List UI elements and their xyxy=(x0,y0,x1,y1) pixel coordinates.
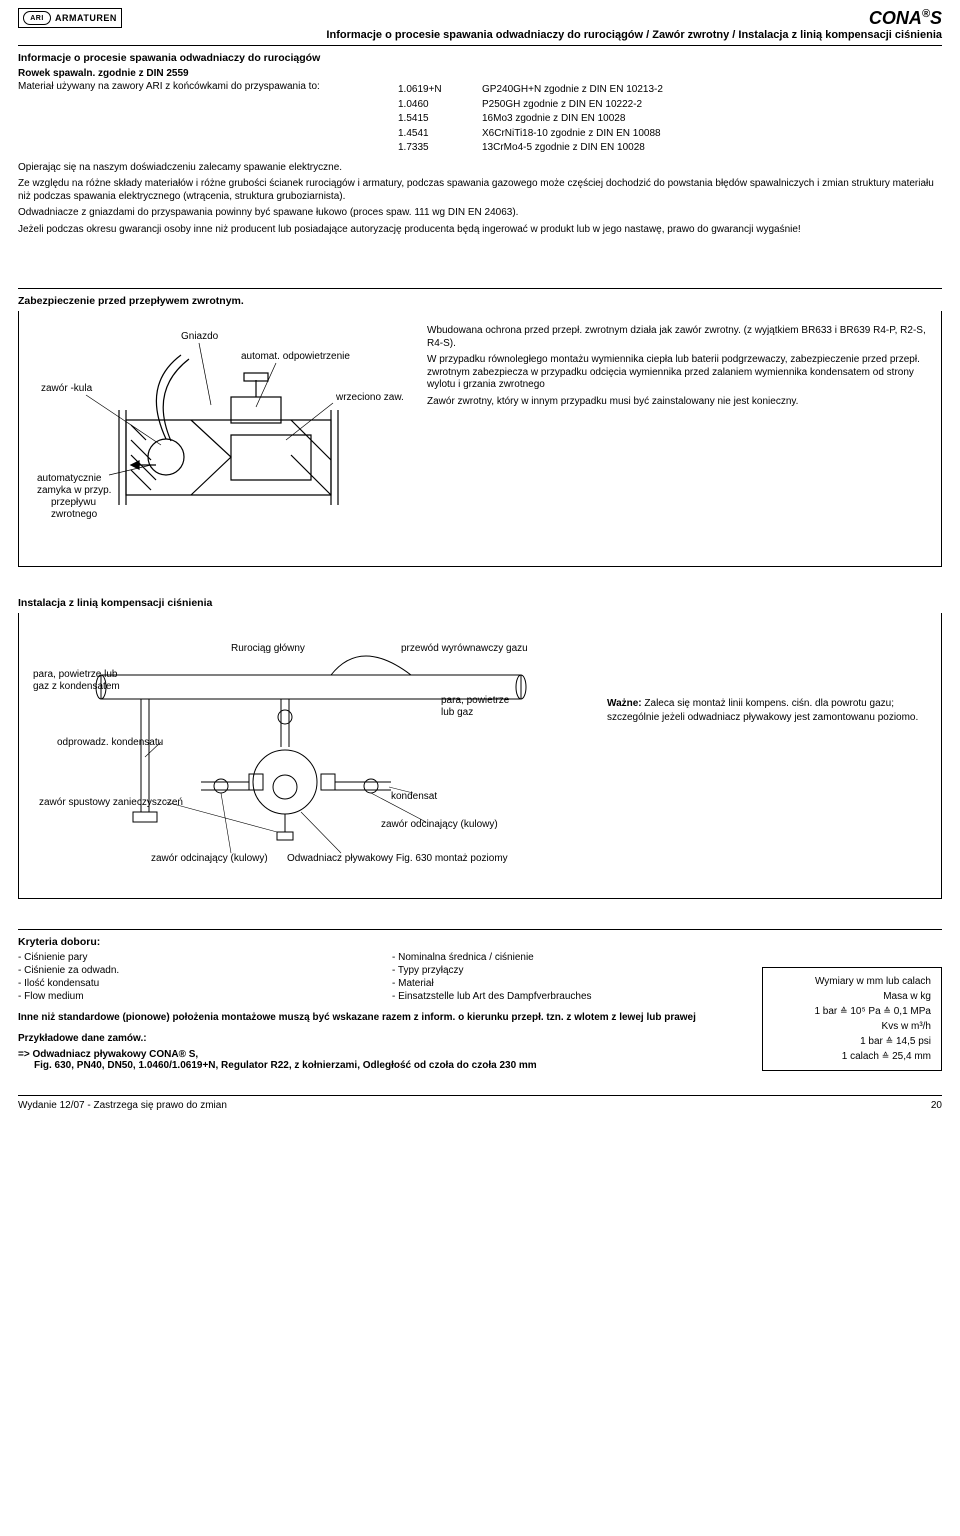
mat-code: 1.5415 xyxy=(398,112,458,127)
figure-box-1: Gniazdo automat. odpowietrzenie zawór -k… xyxy=(18,311,942,567)
table-row: 1.7335 13CrMo4-5 zgodnie z DIN EN 10028 xyxy=(398,141,663,156)
criteria-col1: - Ciśnienie pary - Ciśnienie za odwadn. … xyxy=(18,952,368,1004)
label-odpow: automat. odpowietrzenie xyxy=(241,351,350,362)
footer-right: 20 xyxy=(931,1100,942,1111)
s2-t2: W przypadku równoległego montażu wymienn… xyxy=(427,354,929,392)
example-head: Przykładowe dane zamów.: xyxy=(18,1033,742,1046)
label-auto1: automatycznie xyxy=(37,473,102,484)
footer: Wydanie 12/07 - Zastrzega się prawo do z… xyxy=(18,1095,942,1111)
brand-pre: CONA xyxy=(869,8,922,28)
crit-item: - Typy przyłączy xyxy=(392,965,742,976)
crit-item: - Ciśnienie pary xyxy=(18,952,368,963)
units-box: Wymiary w mm lub calach Masa w kg 1 bar … xyxy=(762,967,942,1071)
example-line1: => Odwadniacz pływakowy CONA® S, xyxy=(18,1049,742,1060)
units-l6: 1 calach ≙ 25,4 mm xyxy=(773,1049,931,1064)
crit-item: - Ciśnienie za odwadn. xyxy=(18,965,368,976)
mat-code: 1.4541 xyxy=(398,127,458,142)
section2-heading: Zabezpieczenie przed przepływem zwrotnym… xyxy=(18,295,942,307)
mat-desc: 16Mo3 zgodnie z DIN EN 10028 xyxy=(482,112,663,127)
units-l4: Kvs w m³/h xyxy=(773,1019,931,1034)
criteria-col2: - Nominalna średnica / ciśnienie - Typy … xyxy=(392,952,742,1004)
mat-desc: 13CrMo4-5 zgodnie z DIN EN 10028 xyxy=(482,141,663,156)
section1-heading: Informacje o procesie spawania odwadniac… xyxy=(18,52,942,64)
section1-p1: Opierając się na naszym doświadczeniu za… xyxy=(18,162,942,175)
section1-p2: Ze względu na różne składy materiałów i … xyxy=(18,178,942,203)
table-row: 1.4541 X6CrNiTi18-10 zgodnie z DIN EN 100… xyxy=(398,127,663,142)
section1-intro: Materiał używany na zawory ARI z końcówk… xyxy=(18,81,358,158)
svg-text:para, powietrze: para, powietrze xyxy=(441,695,510,706)
compensation-line-section: Instalacja z linią kompensacji ciśnienia xyxy=(18,597,942,899)
note-text: Zaleca się montaż linii kompens. ciśn. d… xyxy=(607,698,918,723)
criteria-bold-note: Inne niż standardowe (pionowe) położenia… xyxy=(18,1012,742,1025)
units-l5: 1 bar ≙ 14,5 psi xyxy=(773,1034,931,1049)
crit-item: - Einsatzstelle lub Art des Dampfverbrau… xyxy=(392,991,742,1002)
section3-note: Ważne: Zaleca się montaż linii kompens. … xyxy=(607,627,929,724)
crit-item: - Nominalna średnica / ciśnienie xyxy=(392,952,742,963)
label-kula: zawór -kula xyxy=(41,383,93,394)
welding-info-section: Informacje o procesie spawania odwadniac… xyxy=(18,52,942,248)
brand-reg: ® xyxy=(922,8,930,20)
example-line2: Fig. 630, PN40, DN50, 1.0460/1.0619+N, R… xyxy=(18,1060,742,1071)
check-valve-section: Zabezpieczenie przed przepływem zwrotnym… xyxy=(18,295,942,567)
svg-text:zawór spustowy zanieczyszczeń: zawór spustowy zanieczyszczeń xyxy=(39,797,183,808)
logo-badge: ARI xyxy=(23,11,51,25)
svg-text:zawór odcinający (kulowy): zawór odcinający (kulowy) xyxy=(381,819,498,830)
mat-code: 1.0619+N xyxy=(398,83,458,98)
svg-text:Odwadniacz pływakowy Fig. 630: Odwadniacz pływakowy Fig. 630 montaż poz… xyxy=(287,853,508,864)
svg-text:para, powietrze lub: para, powietrze lub xyxy=(33,669,118,680)
criteria-columns: - Ciśnienie pary - Ciśnienie za odwadn. … xyxy=(18,952,742,1004)
svg-text:lub gaz: lub gaz xyxy=(441,707,473,718)
rule xyxy=(18,288,942,289)
mat-desc: P250GH zgodnie z DIN EN 10222-2 xyxy=(482,98,663,113)
table-row: 1.5415 16Mo3 zgodnie z DIN EN 10028 xyxy=(398,112,663,127)
svg-text:zawór odcinający (kulowy): zawór odcinający (kulowy) xyxy=(151,853,268,864)
title-block: CONA®S Informacje o procesie spawania od… xyxy=(134,8,942,41)
logo-text: ARMATUREN xyxy=(55,13,117,23)
label-auto2: zamyka w przyp. xyxy=(37,485,111,496)
rule xyxy=(18,45,942,46)
label-gniazdo: Gniazdo xyxy=(181,331,219,342)
criteria-heading: Kryteria doboru: xyxy=(18,936,942,948)
svg-text:gaz z kondensatem: gaz z kondensatem xyxy=(33,681,120,692)
label-wrzeciono: wrzeciono zaw. xyxy=(335,392,404,403)
label-auto4: zwrotnego xyxy=(51,509,98,520)
crit-item: - Materiał xyxy=(392,978,742,989)
subtitle: Informacje o procesie spawania odwadniac… xyxy=(134,29,942,41)
label-auto3: przepływu xyxy=(51,497,96,508)
brand: CONA®S xyxy=(134,8,942,29)
units-l3: 1 bar ≙ 10⁵ Pa ≙ 0,1 MPa xyxy=(773,1004,931,1019)
svg-text:Rurociąg główny: Rurociąg główny xyxy=(231,643,305,654)
s2-t1: Wbudowana ochrona przed przepł. zwrotnym… xyxy=(427,325,929,350)
section3-heading: Instalacja z linią kompensacji ciśnienia xyxy=(18,597,942,609)
bottom-block: - Ciśnienie pary - Ciśnienie za odwadn. … xyxy=(18,952,942,1071)
s2-t3: Zawór zwrotny, który w innym przypadku m… xyxy=(427,396,929,409)
svg-text:odprowadz. kondensatu: odprowadz. kondensatu xyxy=(57,737,163,748)
table-row: 1.0619+N GP240GH+N zgodnie z DIN EN 10213… xyxy=(398,83,663,98)
mat-desc: GP240GH+N zgodnie z DIN EN 10213-2 xyxy=(482,83,663,98)
note-bold: Ważne: xyxy=(607,698,642,709)
rule xyxy=(18,929,942,930)
units-l1: Wymiary w mm lub calach xyxy=(773,974,931,989)
installation-diagram: Rurociąg główny przewód wyrównawczy gazu… xyxy=(31,627,591,880)
svg-text:przewód wyrównawczy gazu: przewód wyrównawczy gazu xyxy=(401,643,528,654)
brand-suf: S xyxy=(930,8,942,28)
section2-text: Wbudowana ochrona przed przepł. zwrotnym… xyxy=(427,325,929,412)
crit-item: - Ilość kondensatu xyxy=(18,978,368,989)
figure-box-2: Rurociąg główny przewód wyrównawczy gazu… xyxy=(18,613,942,899)
crit-item: - Flow medium xyxy=(18,991,368,1002)
valve-diagram: Gniazdo automat. odpowietrzenie zawór -k… xyxy=(31,325,411,548)
mat-code: 1.0460 xyxy=(398,98,458,113)
logo: ARI ARMATUREN xyxy=(18,8,122,28)
page-header: ARI ARMATUREN CONA®S Informacje o proces… xyxy=(18,8,942,41)
footer-left: Wydanie 12/07 - Zastrzega się prawo do z… xyxy=(18,1100,227,1111)
table-row: 1.0460 P250GH zgodnie z DIN EN 10222-2 xyxy=(398,98,663,113)
section1-p3: Odwadniacze z gniazdami do przyspawania … xyxy=(18,207,942,220)
section1-p4: Jeżeli podczas okresu gwarancji osoby in… xyxy=(18,224,942,237)
material-table: 1.0619+N GP240GH+N zgodnie z DIN EN 10213… xyxy=(398,83,663,156)
mat-code: 1.7335 xyxy=(398,141,458,156)
section1-subhead: Rowek spawaln. zgodnie z DIN 2559 xyxy=(18,68,942,79)
svg-text:kondensat: kondensat xyxy=(391,791,437,802)
units-l2: Masa w kg xyxy=(773,989,931,1004)
mat-desc: X6CrNiTi18-10 zgodnie z DIN EN 10088 xyxy=(482,127,663,142)
